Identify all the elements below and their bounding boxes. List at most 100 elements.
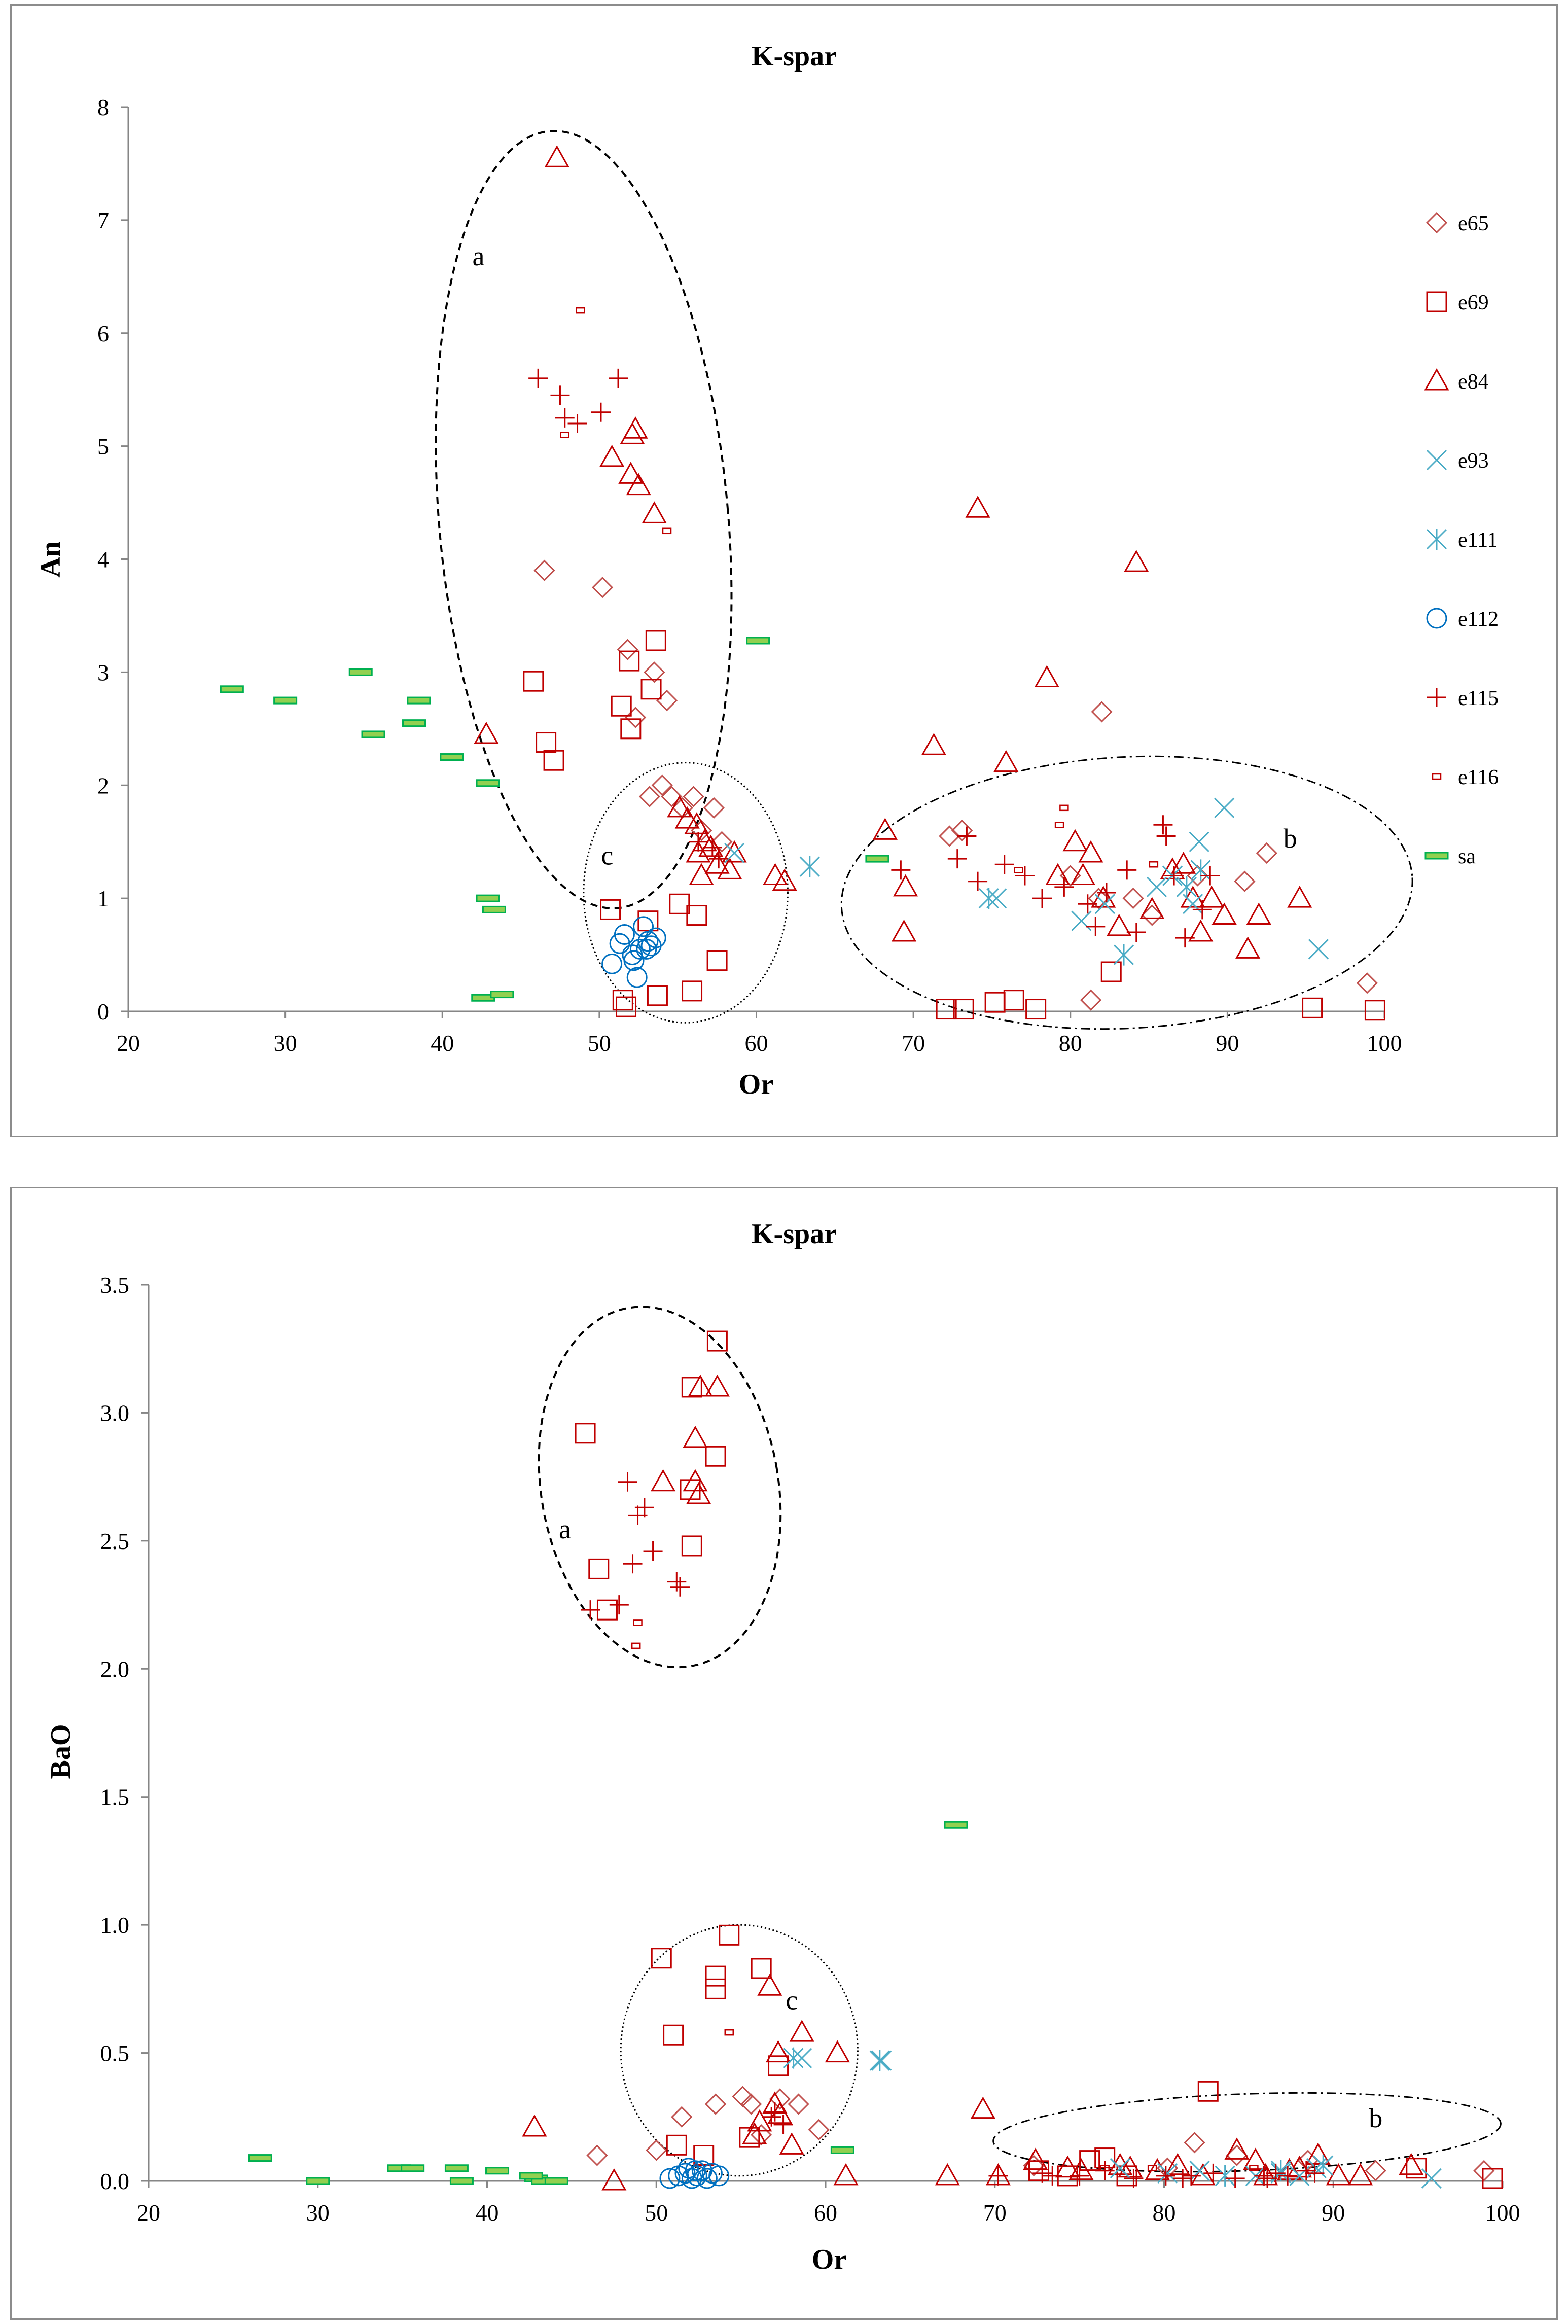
series-sa bbox=[248, 1821, 968, 2185]
point-e69 bbox=[645, 630, 666, 651]
point-e84 bbox=[704, 852, 730, 874]
point-e112 bbox=[629, 938, 651, 960]
point-e112 bbox=[601, 953, 623, 974]
point-e111 bbox=[783, 2047, 804, 2069]
y-tick-label: 3 bbox=[97, 659, 109, 685]
point-e84 bbox=[704, 1374, 730, 1397]
point-sa bbox=[485, 2167, 510, 2175]
point-e84 bbox=[1107, 913, 1132, 936]
point-e69 bbox=[751, 1958, 772, 1979]
x-tick-label: 40 bbox=[431, 1030, 454, 1056]
point-e65 bbox=[661, 786, 683, 807]
point-e116 bbox=[1059, 804, 1069, 812]
point-e84 bbox=[1243, 2147, 1268, 2170]
cluster-label-a: a bbox=[559, 1514, 571, 1544]
cluster-label-c: c bbox=[786, 1985, 798, 2016]
point-e69 bbox=[984, 992, 1006, 1013]
point-e115 bbox=[1126, 922, 1146, 942]
point-e65 bbox=[751, 2124, 772, 2146]
point-e115 bbox=[550, 385, 570, 405]
point-e65 bbox=[1091, 701, 1113, 723]
point-e112 bbox=[633, 916, 654, 937]
x-tick-label: 90 bbox=[1322, 2200, 1345, 2226]
point-sa bbox=[449, 2177, 474, 2185]
point-e84 bbox=[1139, 897, 1165, 919]
point-e84 bbox=[757, 1974, 782, 1996]
series-sa bbox=[220, 637, 889, 1002]
y-tick-label: 2.0 bbox=[100, 1656, 130, 1682]
point-e84 bbox=[825, 2040, 850, 2063]
point-e69 bbox=[706, 950, 728, 971]
point-e69 bbox=[620, 718, 642, 740]
point-e65 bbox=[671, 2106, 693, 2128]
point-e69 bbox=[612, 990, 633, 1011]
point-e115 bbox=[1156, 826, 1176, 846]
point-e115 bbox=[762, 2107, 781, 2127]
point-e115 bbox=[1070, 2166, 1089, 2186]
point-e84 bbox=[789, 2020, 814, 2042]
point-e69 bbox=[669, 893, 690, 914]
point-e84 bbox=[1165, 2153, 1190, 2175]
cluster-ellipse-a bbox=[538, 1306, 782, 1669]
point-e111 bbox=[1190, 859, 1211, 881]
x-tick-label: 90 bbox=[1216, 1030, 1239, 1056]
point-e84 bbox=[970, 2096, 995, 2119]
point-e84 bbox=[544, 145, 569, 167]
point-e84 bbox=[474, 721, 499, 744]
point-e112 bbox=[636, 938, 657, 960]
y-tick-label: 0.5 bbox=[100, 2040, 130, 2066]
y-tick-label: 1.0 bbox=[100, 1912, 130, 1938]
point-e115 bbox=[1192, 900, 1212, 920]
point-sa bbox=[402, 719, 426, 727]
point-e69 bbox=[588, 1558, 610, 1579]
x-tick-label: 30 bbox=[306, 2200, 330, 2226]
point-e111 bbox=[799, 856, 820, 877]
point-e69 bbox=[1003, 990, 1024, 1011]
point-e65 bbox=[740, 2093, 762, 2115]
point-e112 bbox=[626, 967, 648, 988]
x-tick-label: 80 bbox=[1059, 1030, 1082, 1056]
point-e84 bbox=[1118, 2155, 1143, 2178]
y-tick-label: 2.5 bbox=[100, 1528, 130, 1554]
point-e116 bbox=[1054, 822, 1064, 828]
point-e84 bbox=[686, 840, 711, 863]
point-e115 bbox=[1200, 866, 1220, 886]
point-sa bbox=[273, 696, 298, 705]
point-e84 bbox=[779, 2132, 804, 2155]
x-tick-label: 40 bbox=[476, 2200, 499, 2226]
point-e115 bbox=[591, 402, 611, 422]
cluster-label-b: b bbox=[1369, 2103, 1382, 2133]
point-e93 bbox=[986, 888, 1007, 909]
point-e115 bbox=[968, 871, 988, 891]
point-e93 bbox=[1189, 2160, 1210, 2181]
point-e84 bbox=[522, 2114, 547, 2137]
point-sa bbox=[407, 696, 431, 705]
point-e84 bbox=[1078, 840, 1103, 863]
point-e65 bbox=[1141, 904, 1163, 926]
point-e84 bbox=[698, 834, 724, 857]
cluster-ellipse-b bbox=[840, 755, 1413, 1030]
point-e84 bbox=[651, 1469, 676, 1492]
point-e65 bbox=[1059, 865, 1081, 887]
point-e65 bbox=[644, 661, 665, 683]
legend-marker-e69 bbox=[1426, 291, 1447, 312]
point-e69 bbox=[523, 671, 544, 692]
point-e84 bbox=[689, 863, 714, 886]
point-e84 bbox=[1023, 2147, 1048, 2170]
point-e84 bbox=[893, 874, 918, 897]
series-e69 bbox=[575, 1330, 1503, 2189]
point-e84 bbox=[1211, 902, 1237, 925]
point-sa bbox=[746, 637, 770, 645]
x-tick-label: 50 bbox=[588, 1030, 611, 1056]
point-e111 bbox=[1215, 2165, 1235, 2187]
point-sa bbox=[306, 2177, 330, 2185]
point-e65 bbox=[683, 786, 704, 807]
point-e84 bbox=[688, 1374, 713, 1397]
series-e116 bbox=[631, 1619, 1259, 2172]
point-e69 bbox=[953, 999, 974, 1020]
point-e84 bbox=[1124, 550, 1149, 572]
point-e65 bbox=[1184, 2132, 1205, 2154]
series-e111 bbox=[783, 2047, 1334, 2187]
series-e84 bbox=[474, 145, 1312, 959]
point-e69 bbox=[536, 732, 557, 753]
